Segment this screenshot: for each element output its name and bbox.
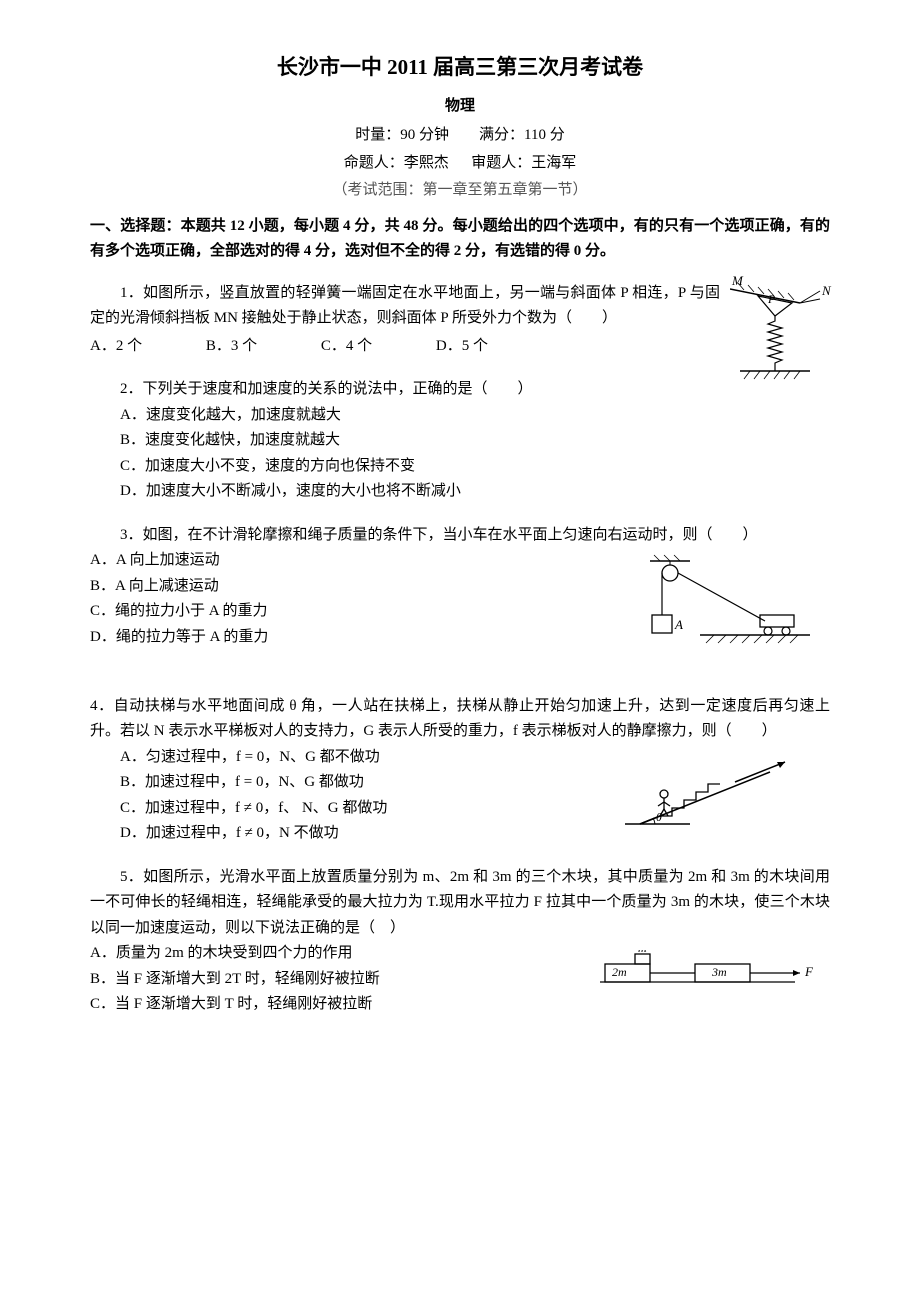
time-label: 时量：90 分钟 — [355, 127, 449, 143]
fig-q1-label-N: N — [821, 283, 832, 298]
section1-header: 一、选择题：本题共 12 小题，每小题 4 分，共 48 分。每小题给出的四个选… — [90, 214, 830, 265]
figure-q3: A — [620, 553, 810, 648]
author-label: 命题人：李熙杰 — [344, 155, 449, 171]
q3-text: 3．如图，在不计滑轮摩擦和绳子质量的条件下，当小车在水平面上匀速向右运动时，则（… — [90, 523, 830, 549]
fig-q5-label-m: m — [638, 950, 647, 955]
figure-q4: θ — [620, 754, 800, 834]
fig-q1-label-P: P — [767, 292, 776, 306]
q1-options: A．2 个 B．3 个 C．4 个 D．5 个 — [90, 334, 830, 360]
reviewer-label: 审题人：王海军 — [471, 155, 576, 171]
question-3: A 3．如图，在不计滑轮摩擦和绳子质量的条件下，当小车在水平面上匀速向右运动时，… — [90, 523, 830, 651]
q2-optB: B．速度变化越快，加速度就越大 — [90, 428, 830, 454]
fig-q5-label-F: F — [804, 964, 814, 979]
exam-scope: （考试范围：第一章至第五章第一节） — [90, 178, 830, 204]
q2-optA: A．速度变化越大，加速度就越大 — [90, 403, 830, 429]
score-label: 满分：110 分 — [479, 127, 565, 143]
question-1: M N P 1．如图所示，竖直放置的轻弹簧一端固定在水平地面上 — [90, 281, 830, 360]
q2-optC: C．加速度大小不变，速度的方向也保持不变 — [90, 454, 830, 480]
q2-optD: D．加速度大小不断减小，速度的大小也将不断减小 — [90, 479, 830, 505]
question-4: θ 4．自动扶梯与水平地面间成 θ 角，一人站在扶梯上，扶梯从静止开始匀加速上升… — [90, 694, 830, 847]
q1-text: 1．如图所示，竖直放置的轻弹簧一端固定在水平地面上，另一端与斜面体 P 相连，P… — [90, 281, 830, 332]
fig-q5-label-3m: 3m — [711, 965, 727, 979]
exam-subject: 物理 — [90, 94, 830, 120]
fig-q3-label-A: A — [674, 617, 683, 632]
exam-title: 长沙市一中 2011 届高三第三次月考试卷 — [90, 50, 830, 86]
fig-q5-label-2m: 2m — [612, 965, 627, 979]
q1-optB: B．3 个 — [206, 334, 257, 360]
exam-meta-authors: 命题人：李熙杰 审题人：王海军 — [90, 151, 830, 177]
q1-optA: A．2 个 — [90, 334, 142, 360]
q1-optD: D．5 个 — [436, 334, 488, 360]
q1-optC: C．4 个 — [321, 334, 372, 360]
figure-q5: m 2m 3m F — [600, 950, 830, 990]
fig-q1-label-M: M — [731, 273, 744, 288]
question-5: m 2m 3m F 5．如图所示，光滑水平面上放置质量分别为 m、2m 和 3m… — [90, 865, 830, 1018]
q5-optC: C．当 F 逐渐增大到 T 时，轻绳刚好被拉断 — [90, 992, 830, 1018]
fig-q4-label-theta: θ — [656, 810, 662, 824]
question-2: 2．下列关于速度和加速度的关系的说法中，正确的是（ ） A．速度变化越大，加速度… — [90, 377, 830, 505]
figure-q1: M N P — [730, 271, 840, 391]
q2-text: 2．下列关于速度和加速度的关系的说法中，正确的是（ ） — [90, 377, 830, 403]
exam-meta-time-score: 时量：90 分钟 满分：110 分 — [90, 123, 830, 149]
q2-options: A．速度变化越大，加速度就越大 B．速度变化越快，加速度就越大 C．加速度大小不… — [90, 403, 830, 505]
q5-text: 5．如图所示，光滑水平面上放置质量分别为 m、2m 和 3m 的三个木块，其中质… — [90, 865, 830, 942]
q4-text: 4．自动扶梯与水平地面间成 θ 角，一人站在扶梯上，扶梯从静止开始匀加速上升，达… — [90, 694, 830, 745]
